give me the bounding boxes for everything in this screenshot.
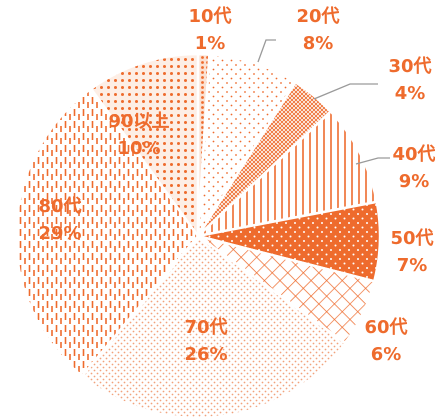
slice-label-6: 70代 xyxy=(184,317,227,338)
slice-percent-1: 8% xyxy=(303,33,334,54)
slice-label-8: 90以上 xyxy=(108,111,169,132)
leader-lines xyxy=(257,39,390,165)
slice-label-2: 30代 xyxy=(388,56,431,77)
slice-label-1: 20代 xyxy=(296,6,339,27)
slice-label-3: 40代 xyxy=(392,144,435,165)
slice-percent-4: 7% xyxy=(397,255,428,276)
slice-label-7: 80代 xyxy=(38,196,81,217)
slice-label-4: 50代 xyxy=(390,228,433,249)
pie-slice-1 xyxy=(196,53,297,238)
slice-percent-2: 4% xyxy=(395,83,426,104)
slice-percent-0: 1% xyxy=(195,33,226,54)
slice-labels: 10代 1% 20代 8% 30代 4% 40代 9% 50代 7% 60代 6% 70代 26% 80代 2… xyxy=(38,6,435,365)
slice-label-0: 10代 xyxy=(188,6,231,27)
pie-slices xyxy=(14,52,382,419)
pie-slice-3 xyxy=(196,110,379,238)
pie-slice-8 xyxy=(89,52,200,238)
leader-line-2 xyxy=(313,83,378,100)
pie-slice-6 xyxy=(80,234,347,419)
slice-percent-8: 10% xyxy=(117,138,160,159)
slice-percent-3: 9% xyxy=(399,171,430,192)
pie-slice-7 xyxy=(14,87,200,378)
slice-label-5: 60代 xyxy=(364,317,407,338)
slice-percent-5: 6% xyxy=(371,344,402,365)
slice-percent-7: 29% xyxy=(38,223,81,244)
leader-line-3 xyxy=(355,157,390,165)
slice-percent-6: 26% xyxy=(184,344,227,365)
leader-line-1 xyxy=(257,39,276,63)
